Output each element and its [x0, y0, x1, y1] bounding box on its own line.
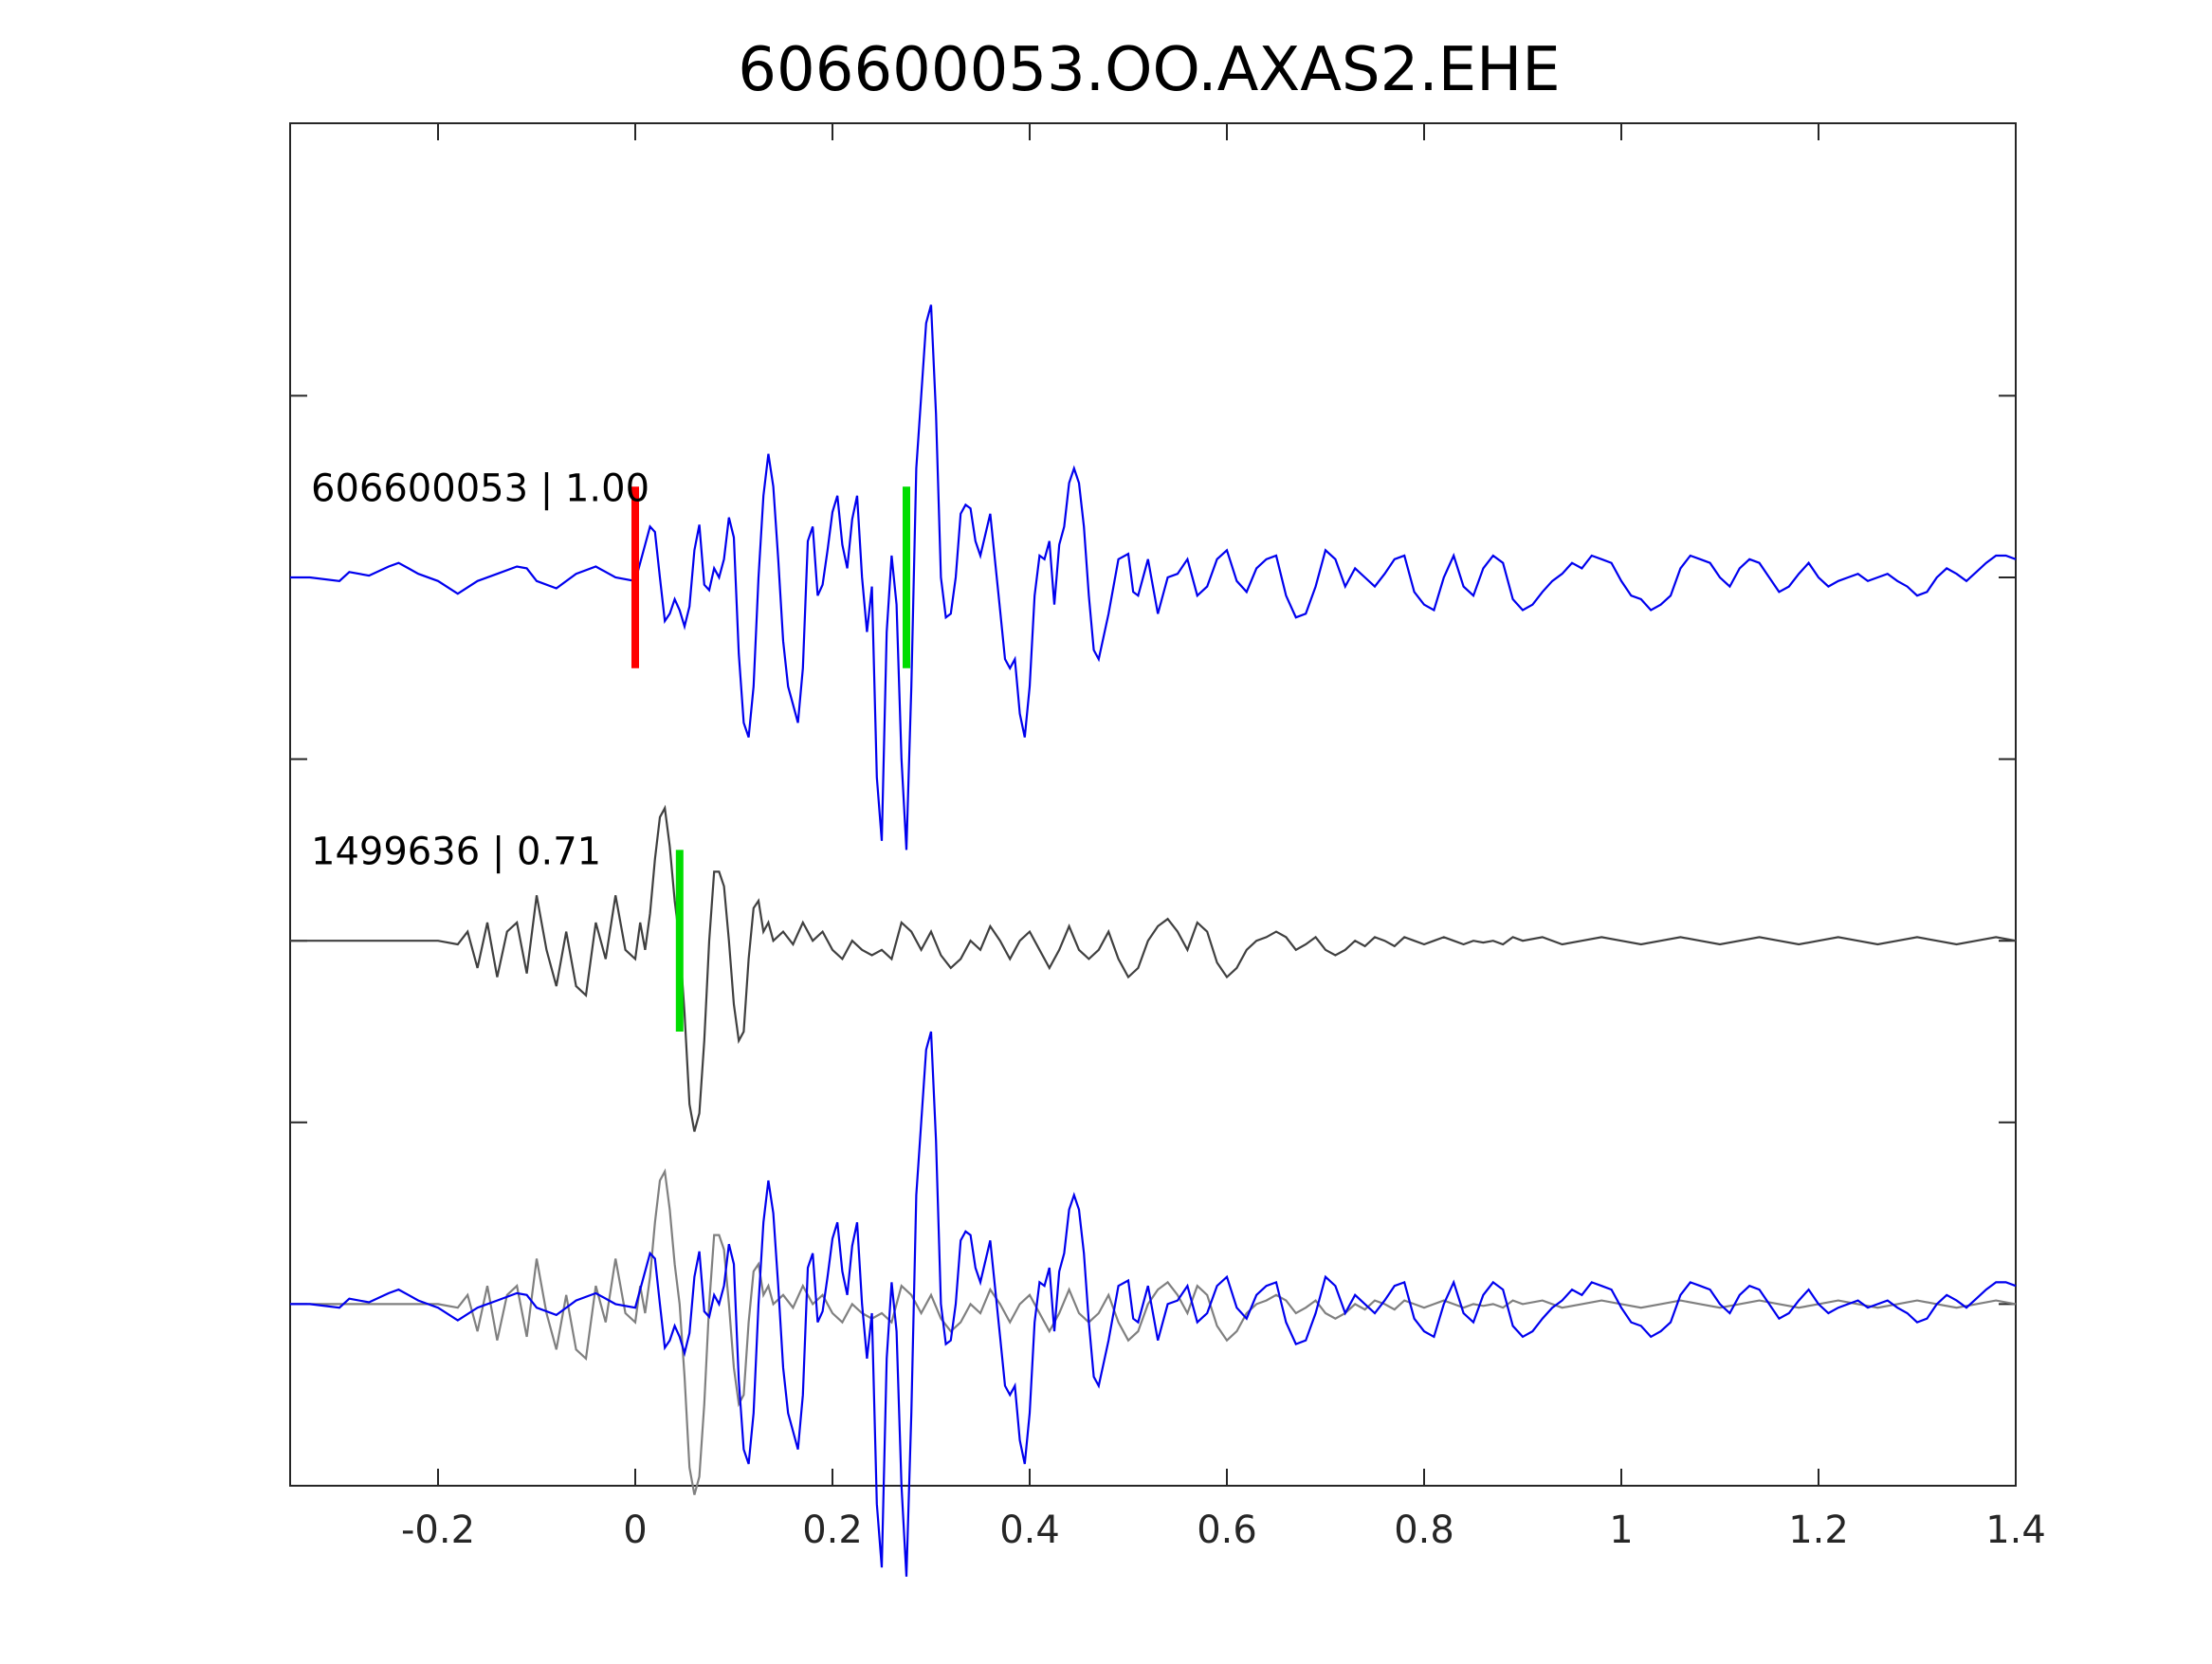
- x-tick-label: 1.4: [1985, 1509, 2046, 1552]
- traces-layer: [290, 304, 2017, 1577]
- tick-marks: [290, 123, 2017, 1486]
- x-tick-label: 0.4: [999, 1509, 1060, 1552]
- chart-title: 606600053.OO.AXAS2.EHE: [738, 35, 1560, 105]
- x-tick-label: 0.6: [1197, 1509, 1257, 1552]
- x-tick-labels: -0.2 0 0.2 0.4 0.6 0.8 1 1.2 1.4: [401, 1509, 2046, 1552]
- axes-frame: [289, 122, 2017, 1487]
- trace-label: 606600053 | 1.00: [311, 467, 649, 511]
- x-tick-label: 0: [623, 1509, 647, 1552]
- phase-picks-layer: [631, 486, 910, 1032]
- overlay-detection-trace: [290, 1167, 2017, 1495]
- template-trace: [290, 304, 2017, 850]
- x-tick-label: 1: [1609, 1509, 1633, 1552]
- overlay-template-trace: [290, 1031, 2017, 1577]
- detection-trace: [290, 804, 2017, 1132]
- trace-label: 1499636 | 0.71: [311, 831, 601, 874]
- x-tick-label: 1.2: [1788, 1509, 1849, 1552]
- trace-labels-layer: 606600053 | 1.00 1499636 | 0.71: [311, 467, 649, 874]
- x-tick-label: 0.8: [1394, 1509, 1454, 1552]
- x-tick-label: 0.2: [802, 1509, 863, 1552]
- x-tick-label: -0.2: [401, 1509, 475, 1552]
